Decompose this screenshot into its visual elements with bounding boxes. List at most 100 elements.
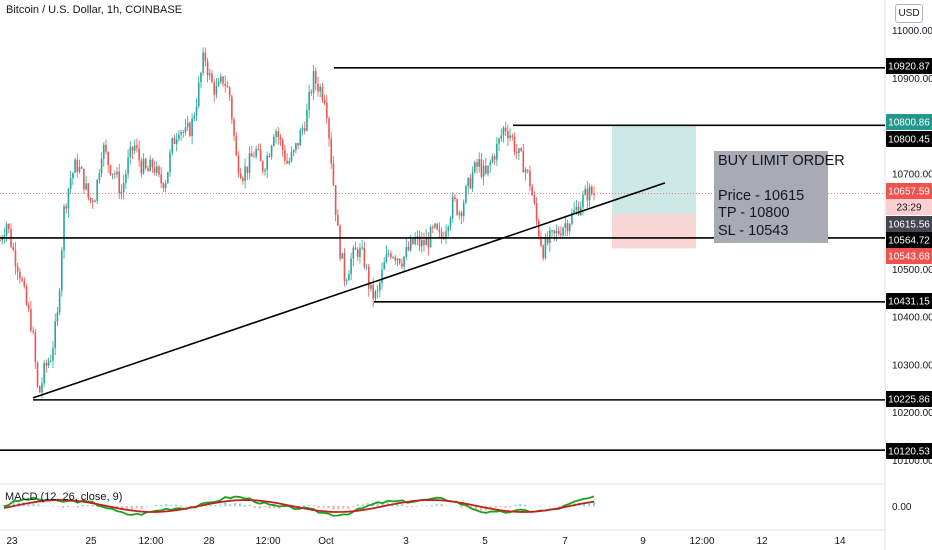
macd-histogram-bar	[489, 506, 492, 509]
macd-histogram-bar	[445, 505, 448, 507]
candle-body	[303, 128, 306, 131]
candle-body	[133, 145, 136, 151]
macd-histogram-bar	[583, 502, 586, 507]
candle-body	[535, 203, 538, 221]
macd-histogram-bar	[248, 504, 251, 507]
candle-body	[175, 139, 178, 144]
candle-body	[3, 235, 6, 239]
candle-body	[114, 173, 116, 175]
x-tick-label: 5	[482, 536, 488, 547]
macd-histogram-bar	[588, 502, 591, 507]
candle-body	[36, 362, 39, 387]
candle-body	[372, 284, 374, 299]
candle-body	[279, 137, 282, 140]
macd-histogram-bar	[435, 504, 438, 507]
candle-body	[502, 127, 505, 136]
candle-body	[250, 153, 253, 157]
macd-histogram-bar	[420, 505, 423, 507]
candle-body	[392, 257, 394, 259]
price-tag-bg	[886, 443, 932, 459]
candle-body	[409, 239, 412, 251]
macd-histogram-bar	[381, 503, 384, 507]
x-tick-label: 12	[756, 536, 768, 547]
candle-body	[8, 223, 10, 230]
candle-body	[257, 148, 260, 150]
macd-histogram-bar	[519, 504, 522, 507]
candle-body	[348, 274, 350, 281]
candle-body	[91, 200, 94, 203]
candle-body	[385, 253, 388, 263]
macd-indicator-label[interactable]: MACD (12, 26, close, 9)	[5, 491, 123, 503]
order-sl: SL - 10543	[718, 222, 789, 239]
candle-body	[217, 81, 220, 87]
macd-histogram-bar	[322, 506, 325, 508]
chart-title: Bitcoin / U.S. Dollar, 1h, COINBASE	[6, 4, 183, 16]
macd-histogram-bar	[538, 505, 541, 507]
candle-body	[52, 347, 54, 361]
macd-histogram-bar	[239, 503, 241, 507]
macd-histogram-bar	[307, 505, 310, 507]
candle-body	[467, 177, 469, 187]
candle-body	[268, 156, 271, 158]
signal-line	[3, 499, 595, 513]
x-tick-label: 23	[6, 536, 18, 547]
candle-body	[25, 286, 28, 305]
candle-body	[5, 223, 8, 236]
candle-body	[224, 83, 227, 86]
x-tick-label: 12:00	[138, 536, 163, 547]
price-tag-label: 10800.86	[888, 118, 930, 129]
candle-body	[290, 152, 293, 162]
candle-body	[390, 253, 392, 258]
macd-histogram-bar	[479, 506, 482, 511]
candle-body	[562, 227, 564, 236]
candle-body	[361, 247, 363, 249]
macd-histogram-bar	[357, 504, 359, 507]
candle-body	[557, 230, 560, 234]
price-tag-label: 10920.87	[888, 62, 930, 73]
price-axis[interactable]: 11000.0010900.0010800.0010700.0010600.00…	[884, 0, 932, 550]
candle-body	[116, 171, 118, 175]
y-tick-label: 11000.00	[892, 26, 932, 37]
price-tag-bg	[886, 391, 932, 407]
candle-body	[74, 159, 76, 173]
currency-button[interactable]: USD	[895, 4, 923, 23]
candle-body	[197, 82, 200, 107]
candle-body	[140, 160, 143, 174]
y-tick-label: 10400.00	[892, 313, 932, 324]
price-tag-label: 10543.68	[888, 252, 930, 263]
candle-body	[147, 168, 149, 172]
macd-histogram-bar	[268, 506, 271, 509]
candle-body	[312, 70, 315, 93]
candle-body	[465, 186, 467, 203]
candle-body	[248, 153, 251, 173]
candle-body	[356, 249, 359, 257]
macd-histogram-bar	[263, 506, 266, 508]
macd-histogram-bar	[135, 506, 138, 509]
time-axis[interactable]: 23 25 12:00 28 12:00 Oct 3 5 7 9 12:00 12 14	[0, 529, 885, 547]
candle-body	[509, 135, 511, 139]
candle-body	[200, 72, 202, 83]
candle-body	[120, 192, 123, 194]
candle-body	[164, 183, 167, 189]
macd-histogram-bar	[81, 504, 84, 507]
candle-body	[584, 188, 586, 195]
candle-body	[167, 172, 169, 184]
candle-body	[297, 143, 299, 146]
candle-body	[381, 269, 383, 284]
macd-histogram-bar	[42, 505, 45, 507]
macd-histogram-bar	[175, 504, 178, 507]
candle-body	[306, 110, 308, 131]
candle-body	[423, 240, 425, 246]
candle-body	[264, 170, 266, 172]
price-tag-bg	[886, 58, 932, 74]
candle-body	[478, 159, 480, 167]
candle-body	[553, 230, 556, 234]
candle-body	[96, 179, 98, 201]
candle-body	[56, 312, 59, 322]
macd-histogram-bar	[460, 506, 463, 508]
candle-body	[359, 248, 361, 257]
candle-body	[425, 237, 427, 246]
horizontal-levels[interactable]	[0, 67, 885, 452]
macd-histogram-bar	[553, 506, 556, 507]
